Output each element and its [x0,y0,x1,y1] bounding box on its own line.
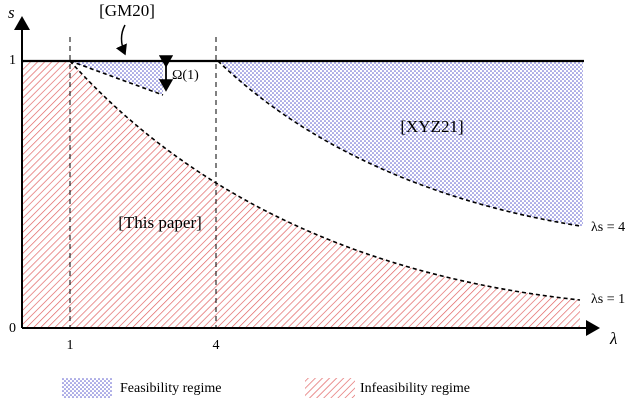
omega-label: Ω(1) [172,68,199,83]
x-tick: 1 [67,338,74,353]
this-paper-label: [This paper] [118,213,202,232]
y-label: s [8,3,15,22]
curve-upper [217,60,581,227]
legend-label: Infeasibility regime [360,381,470,396]
y-tick: 0 [9,321,16,336]
xyz21-label: [XYZ21] [400,117,463,136]
infeasible-region [22,61,580,328]
x-tick: 4 [213,338,220,353]
curve-label: λs = 4 [591,220,625,235]
legend-swatch [62,378,112,398]
curve-label: λs = 1 [591,292,625,307]
y-tick: 1 [9,53,16,68]
curve-lower [69,60,581,301]
curve-gm20 [69,60,164,96]
x-label: λ [609,329,617,348]
legend-swatch [305,378,355,398]
feasible-region [218,61,583,226]
gm20-pointer [115,24,127,56]
gm20-label: [GM20] [99,1,155,20]
legend-label: Feasibility regime [120,381,221,396]
